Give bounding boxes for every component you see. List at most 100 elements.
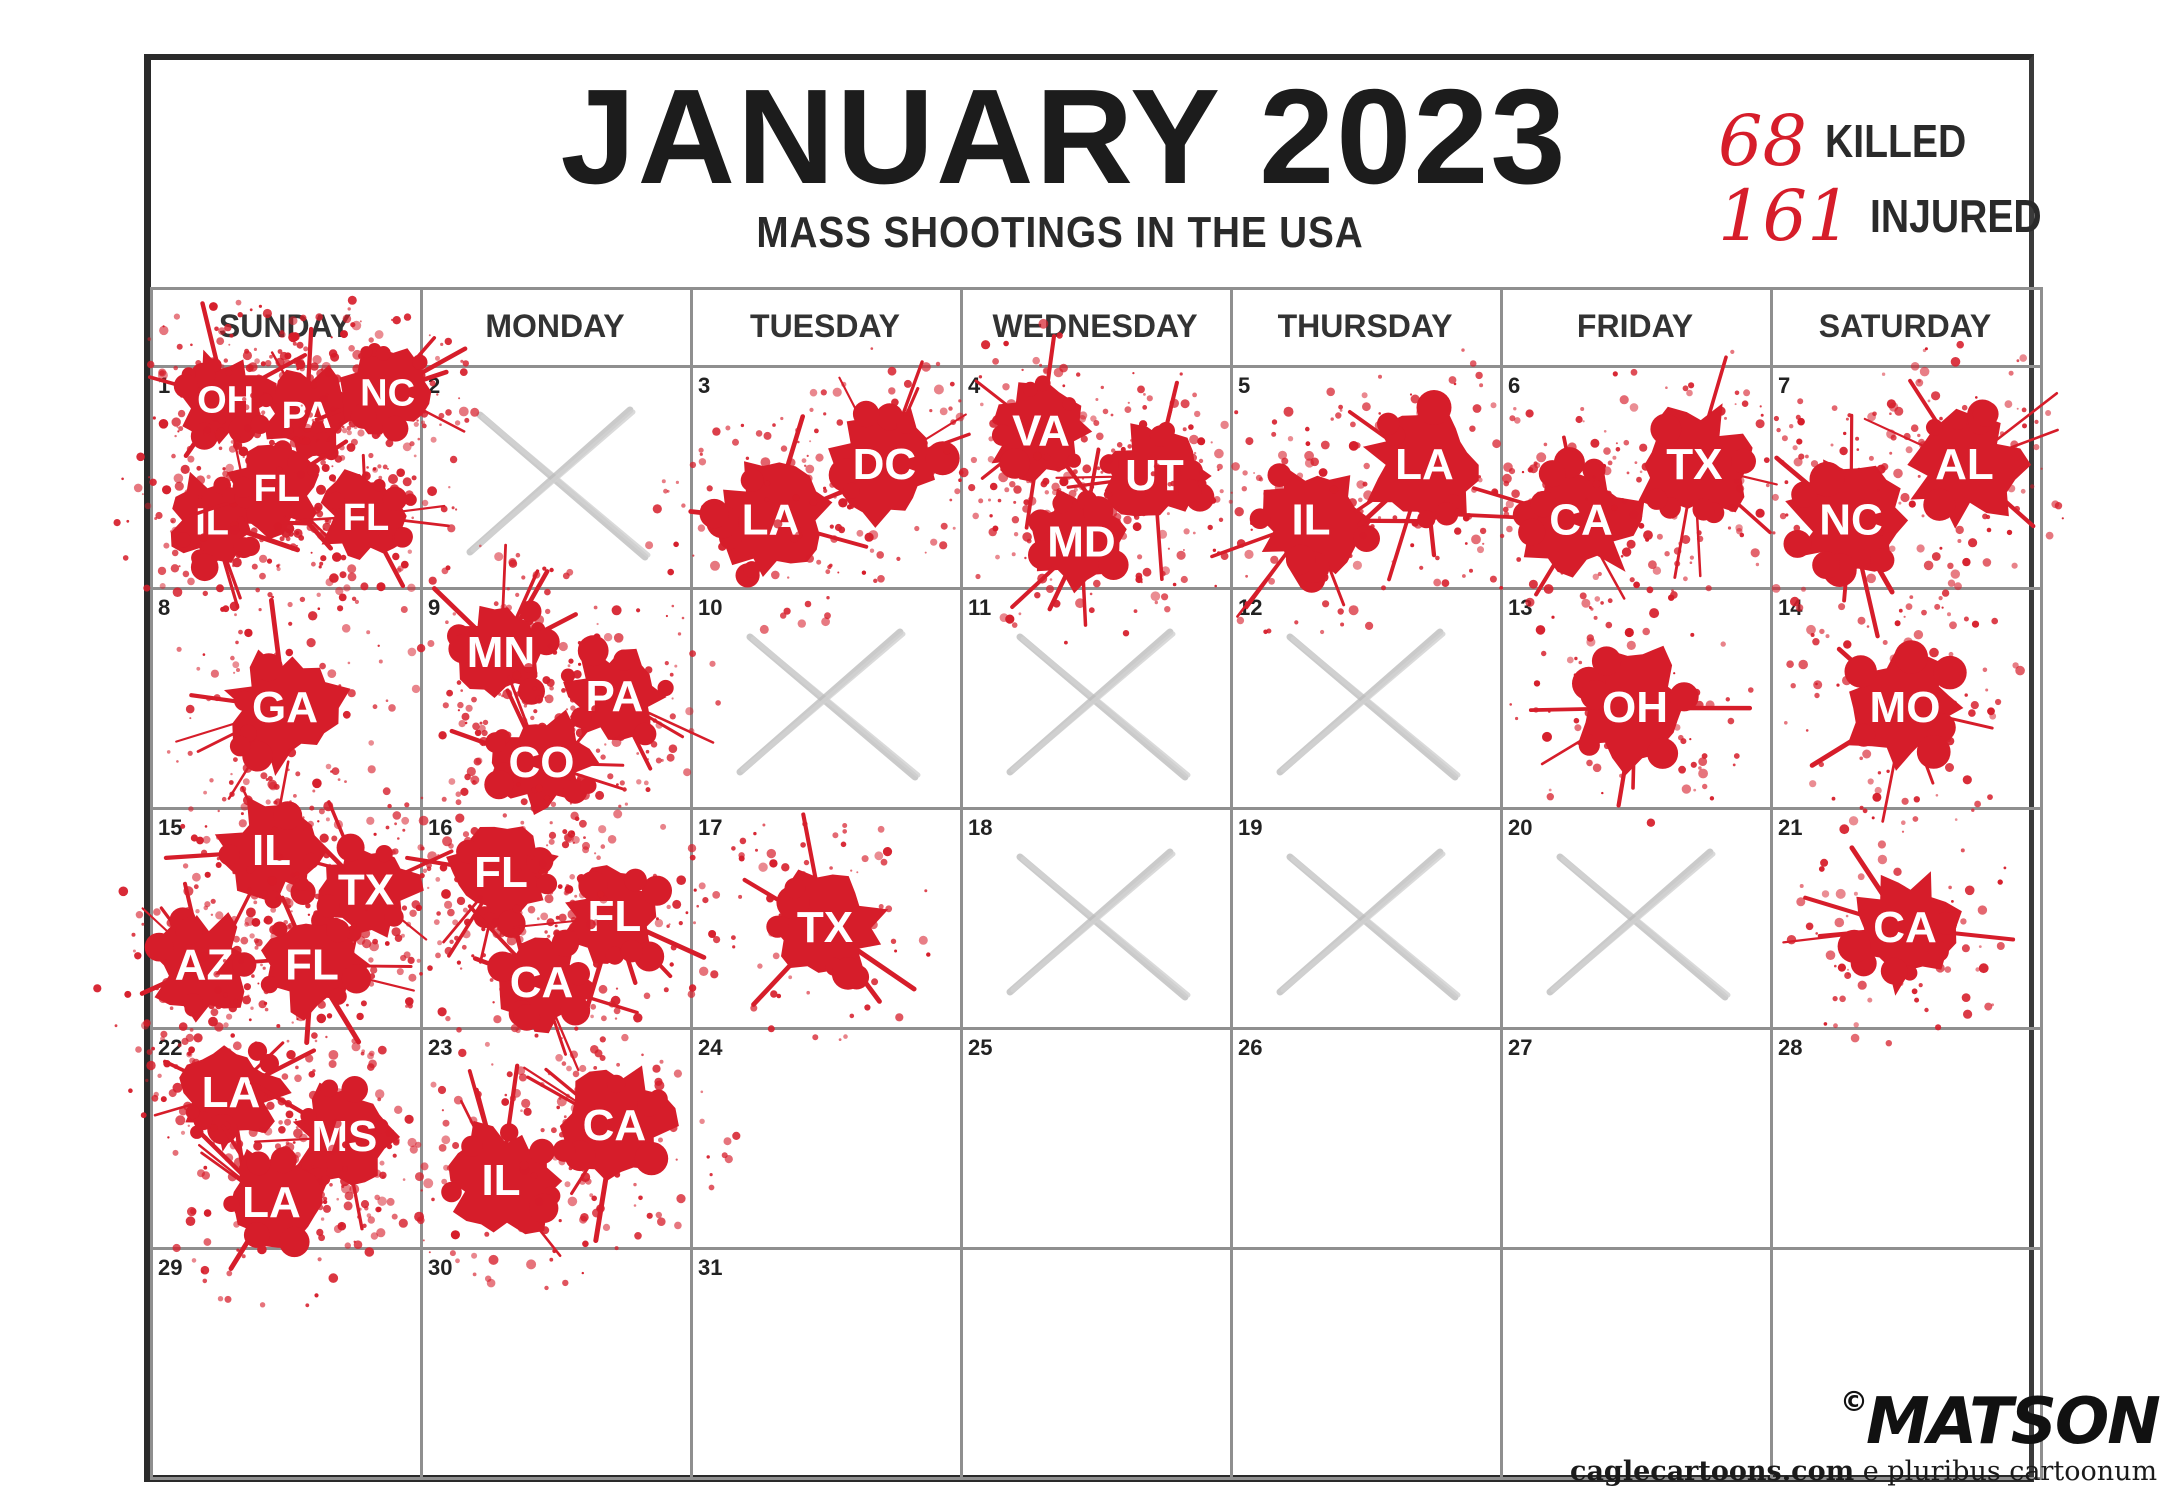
shooting-splat-mo: MO bbox=[1784, 595, 2025, 833]
shooting-splat-ca: CA bbox=[1454, 407, 1702, 635]
state-label: VA bbox=[1012, 407, 1070, 456]
state-label: AZ bbox=[175, 940, 234, 989]
state-label: LA bbox=[742, 495, 801, 544]
state-label: CA bbox=[1549, 495, 1613, 544]
shooting-splat-ca: CA bbox=[1782, 808, 2016, 1047]
shooting-splat-mn: MN bbox=[400, 543, 612, 758]
shooting-splat-fl: FL bbox=[174, 392, 371, 580]
day-number: 7 bbox=[1778, 373, 1791, 398]
day-cell-empty bbox=[1770, 1247, 2043, 1480]
state-label: CO bbox=[509, 738, 575, 787]
shooting-splat-ca: CA bbox=[504, 1000, 741, 1251]
day-number: 23 bbox=[428, 1035, 453, 1060]
state-label: IL bbox=[1291, 495, 1330, 544]
shooting-splat-il: IL bbox=[1197, 406, 1425, 635]
weekday-label: THURSDAY bbox=[1277, 308, 1453, 344]
shooting-splat-tx: TX bbox=[1567, 349, 1805, 592]
shooting-splat-nc: NC bbox=[1728, 399, 1978, 639]
state-label: LA bbox=[202, 1068, 261, 1117]
shooting-splat-nc: NC bbox=[295, 295, 480, 494]
day-number: 17 bbox=[698, 815, 723, 840]
shooting-splat-la: LA bbox=[128, 1000, 331, 1180]
state-label: TX bbox=[1666, 440, 1722, 489]
state-label: CA bbox=[1873, 903, 1937, 952]
shooting-splat-fl: FL bbox=[199, 863, 421, 1078]
day-number: 11 bbox=[968, 595, 992, 620]
day-number: 5 bbox=[1238, 373, 1251, 398]
day-number: 6 bbox=[1508, 373, 1521, 398]
cross-out-mark bbox=[736, 628, 921, 781]
state-label: AL bbox=[1935, 440, 1994, 489]
killed-stat: 68 KILLED bbox=[1718, 100, 1991, 182]
shooting-splat-la: LA bbox=[1305, 348, 1553, 587]
killed-label: KILLED bbox=[1825, 115, 1967, 167]
shooting-splat-dc: DC bbox=[763, 347, 1009, 583]
state-label: DC bbox=[853, 440, 917, 489]
state-label: TX bbox=[338, 866, 394, 915]
state-label: CA bbox=[510, 958, 574, 1007]
day-number: 21 bbox=[1778, 815, 1803, 840]
day-number: 8 bbox=[158, 595, 171, 620]
day-number: 16 bbox=[428, 815, 453, 840]
cross-out-mark bbox=[1006, 848, 1191, 1001]
day-number: 9 bbox=[428, 595, 441, 620]
state-label: MS bbox=[311, 1112, 377, 1161]
cross-out-mark bbox=[1276, 628, 1461, 781]
day-number: 28 bbox=[1778, 1035, 1803, 1060]
shooting-splat-ut: UT bbox=[1043, 372, 1254, 584]
cross-out-mark bbox=[1276, 848, 1461, 1001]
killed-count: 68 bbox=[1718, 100, 1808, 182]
shooting-splat-md: MD bbox=[975, 444, 1190, 645]
copyright-mark: © bbox=[1840, 1385, 1868, 1418]
state-label: LA bbox=[242, 1178, 301, 1227]
shooting-splat-fl: FL bbox=[506, 809, 721, 1023]
cross-out-mark bbox=[1546, 848, 1731, 1001]
day-number: 20 bbox=[1508, 815, 1533, 840]
day-number: 19 bbox=[1238, 815, 1263, 840]
credit-motto: e pluribus cartoonum bbox=[1862, 1456, 2158, 1487]
day-number: 4 bbox=[968, 373, 981, 398]
state-label: PA bbox=[585, 672, 643, 721]
day-number: 29 bbox=[158, 1255, 183, 1280]
state-label: TX bbox=[797, 903, 853, 952]
page-title: JANUARY 2023 bbox=[560, 61, 1568, 212]
state-label: OH bbox=[1602, 683, 1668, 732]
state-label: IL bbox=[252, 826, 291, 875]
state-label: FL bbox=[474, 848, 528, 897]
shooting-splat-tx: TX bbox=[702, 812, 931, 1041]
shooting-splat-oh: OH bbox=[1509, 589, 1754, 827]
day-number: 26 bbox=[1238, 1035, 1263, 1060]
shooting-splat-ca: CA bbox=[435, 872, 651, 1087]
weekday-label: SATURDAY bbox=[1818, 308, 1992, 344]
day-number: 18 bbox=[968, 815, 993, 840]
state-label: FL bbox=[254, 468, 300, 510]
signature-text: MATSON bbox=[1866, 1385, 2160, 1459]
state-label: MN bbox=[467, 628, 535, 677]
weekday-label: MONDAY bbox=[485, 308, 625, 344]
state-label: MD bbox=[1047, 518, 1115, 567]
day-number: 27 bbox=[1508, 1035, 1533, 1060]
day-number: 15 bbox=[158, 815, 183, 840]
injured-count: 161 bbox=[1718, 175, 1852, 257]
credit-line: caglecartoons.com e pluribus cartoonum bbox=[1570, 1456, 2157, 1487]
shooting-splat-fl: FL bbox=[273, 422, 458, 605]
day-number: 24 bbox=[698, 1035, 723, 1060]
weekday-label: WEDNESDAY bbox=[992, 308, 1198, 344]
state-label: LA bbox=[1395, 440, 1454, 489]
state-label: MO bbox=[1870, 683, 1941, 732]
shooting-splat-ga: GA bbox=[166, 592, 396, 828]
injured-label: INJURED bbox=[1869, 190, 2042, 242]
shooting-splat-va: VA bbox=[939, 318, 1148, 542]
day-number: 31 bbox=[698, 1255, 723, 1280]
shooting-splat-la: LA bbox=[172, 1094, 379, 1308]
day-number: 30 bbox=[428, 1255, 453, 1280]
day-number: 25 bbox=[968, 1035, 993, 1060]
state-label: FL bbox=[588, 892, 642, 941]
weekday-label: TUESDAY bbox=[750, 308, 900, 344]
state-label: NC bbox=[1819, 495, 1883, 544]
cross-out-mark bbox=[1006, 628, 1191, 781]
weekday-label: FRIDAY bbox=[1576, 308, 1694, 344]
cross-out-mark bbox=[466, 406, 651, 561]
state-label: CA bbox=[583, 1101, 647, 1150]
